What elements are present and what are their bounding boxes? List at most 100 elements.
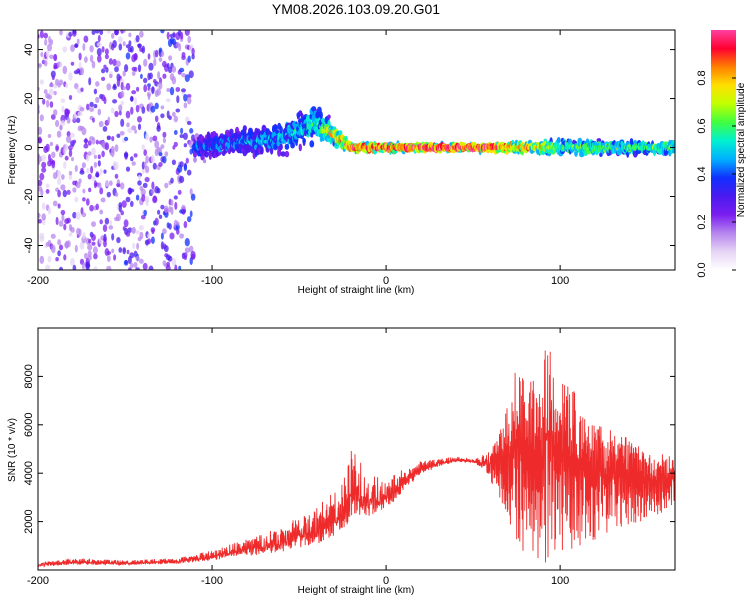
- spectrogram-cell: [127, 227, 133, 233]
- spectrogram-cell: [179, 134, 184, 139]
- spectrogram-cell: [93, 161, 98, 168]
- spectrogram-cell: [114, 144, 119, 153]
- spectrogram-cell: [173, 141, 178, 148]
- spectrogram-cell: [154, 140, 160, 149]
- spectrogram-cell: [140, 73, 143, 79]
- spectrogram-cell: [154, 115, 159, 123]
- spectrogram-cell: [60, 120, 66, 127]
- spectrogram-y-ticks: -40 -20 0 20 40: [23, 43, 675, 253]
- spectrogram-cell: [187, 35, 191, 44]
- y-tick-label: 6000: [23, 413, 35, 437]
- spectrogram-heatmap: [38, 30, 675, 270]
- spectrogram-cell: [111, 136, 115, 142]
- spectrogram-cell: [55, 257, 59, 262]
- spectrogram-x-ticks: -200 -100 0 100: [27, 30, 569, 287]
- spectrogram-cell: [166, 62, 170, 69]
- spectrogram-cell: [319, 111, 323, 120]
- spectrogram-cell: [260, 146, 264, 155]
- spectrogram-cell: [183, 102, 188, 109]
- spectrogram-cell: [193, 157, 197, 163]
- spectrogram-cell: [91, 147, 96, 156]
- spectrogram-cell: [122, 247, 126, 255]
- spectrogram-cell: [118, 104, 123, 112]
- spectrogram-cell: [58, 266, 64, 270]
- colorbar-tick-label: 0.4: [696, 166, 708, 181]
- spectrogram-cell: [58, 79, 64, 86]
- spectrogram-cell: [182, 132, 188, 140]
- spectrogram-cell: [95, 139, 99, 145]
- spectrogram-cell: [97, 34, 101, 43]
- spectrogram-cell: [82, 232, 86, 240]
- spectrogram-cell: [91, 234, 96, 241]
- spectrogram-cell: [38, 179, 43, 187]
- y-tick-label: 4000: [23, 461, 35, 485]
- spectrogram-cell: [104, 142, 110, 151]
- spectrogram-cell: [174, 201, 178, 210]
- spectrogram-cell: [125, 82, 131, 91]
- spectrogram-cell: [63, 254, 67, 261]
- spectrogram-cell: [143, 149, 147, 157]
- spectrogram-cell: [166, 88, 171, 92]
- spectrogram-cell: [89, 101, 94, 107]
- x-tick-label: -100: [201, 575, 223, 587]
- spectrogram-cell: [129, 262, 134, 269]
- spectrogram-cell: [108, 225, 114, 230]
- spectrogram-cell: [179, 233, 185, 239]
- spectrogram-cell: [204, 151, 209, 158]
- spectrogram-cell: [97, 154, 101, 160]
- spectrogram-cell: [95, 81, 100, 87]
- y-tick-label: 40: [23, 43, 35, 55]
- spectrogram-cell: [137, 64, 142, 73]
- spectrogram-cell: [137, 123, 142, 131]
- spectrogram-cell: [162, 155, 167, 164]
- spectrogram-cell: [91, 241, 96, 246]
- spectrogram-cell: [116, 133, 121, 138]
- spectrogram-cell: [95, 172, 100, 178]
- spectrogram-cell: [87, 254, 92, 261]
- spectrogram-cell: [93, 253, 98, 260]
- y-tick-label: -20: [23, 189, 35, 205]
- spectrogram-cell: [78, 228, 82, 237]
- spectrogram-cell: [59, 62, 63, 68]
- spectrogram-cell: [191, 47, 195, 56]
- spectrogram-cell: [136, 172, 143, 177]
- spectrogram-cell: [60, 98, 66, 103]
- spectrogram-cell: [151, 86, 155, 95]
- spectrogram-cell: [120, 118, 125, 127]
- snr-x-axis-label: Height of straight line (km): [298, 585, 415, 596]
- spectrogram-cell: [102, 224, 108, 232]
- spectrogram-cell: [71, 157, 74, 162]
- spectrogram-cell: [184, 74, 190, 82]
- spectrogram-cell: [122, 70, 126, 77]
- spectrogram-cell: [284, 143, 290, 150]
- spectrogram-cell: [61, 213, 65, 222]
- spectrogram-cell: [101, 150, 105, 158]
- spectrogram-cell: [91, 60, 96, 69]
- spectrogram-cell: [91, 30, 96, 35]
- spectrogram-cell: [125, 110, 131, 119]
- spectrogram-cell: [147, 238, 151, 245]
- spectrogram-cell: [111, 248, 115, 254]
- spectrogram-cell: [84, 137, 88, 145]
- spectrogram-cell: [153, 58, 157, 67]
- spectrogram-cell: [126, 249, 130, 255]
- spectrogram-cell: [180, 209, 187, 214]
- spectrogram-cell: [66, 189, 71, 195]
- spectrogram-cell: [183, 221, 188, 229]
- spectrogram-cell: [87, 151, 92, 156]
- spectrogram-cell: [118, 247, 123, 253]
- spectrogram-cell: [119, 131, 125, 136]
- spectrogram-cell: [99, 209, 104, 215]
- spectrogram-cell: [109, 220, 113, 226]
- spectrogram-cell: [82, 188, 86, 194]
- spectrogram-cell: [40, 189, 44, 197]
- y-tick-label: 0: [23, 144, 35, 150]
- spectrogram-cell: [93, 103, 98, 109]
- spectrogram-cell: [125, 52, 131, 60]
- spectrogram-cell: [189, 128, 194, 134]
- spectrogram-y-axis-label: Frequency (Hz): [7, 116, 18, 185]
- snr-y-axis-label: SNR (10 * v/v): [7, 418, 18, 482]
- snr-y-ticks: 2000 4000 6000 8000: [23, 364, 675, 534]
- spectrogram-cell: [116, 237, 121, 244]
- spectrogram-cell: [167, 255, 173, 262]
